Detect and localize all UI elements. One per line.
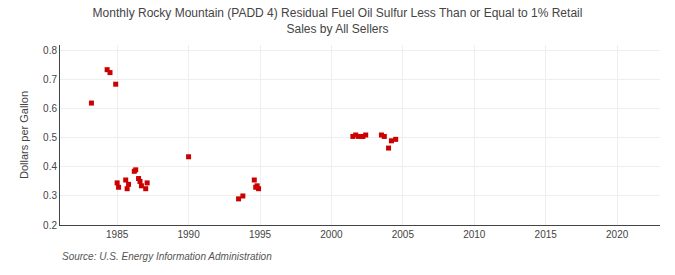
svg-text:2010: 2010 (463, 229, 486, 240)
svg-text:0.2: 0.2 (43, 220, 57, 231)
svg-text:Monthly Rocky Mountain (PADD 4: Monthly Rocky Mountain (PADD 4) Residual… (93, 6, 583, 36)
svg-text:2005: 2005 (392, 229, 415, 240)
svg-text:0.8: 0.8 (43, 45, 57, 56)
svg-text:Source: U.S. Energy Informatio: Source: U.S. Energy Information Administ… (62, 251, 272, 262)
svg-text:Dollars per Gallon: Dollars per Gallon (18, 91, 30, 179)
svg-text:1990: 1990 (177, 229, 200, 240)
svg-text:2015: 2015 (535, 229, 558, 240)
svg-text:1985: 1985 (106, 229, 129, 240)
svg-text:2000: 2000 (320, 229, 343, 240)
svg-text:0.4: 0.4 (43, 161, 57, 172)
svg-text:0.3: 0.3 (43, 190, 57, 201)
svg-text:2020: 2020 (606, 229, 629, 240)
svg-text:0.6: 0.6 (43, 103, 57, 114)
svg-text:0.7: 0.7 (43, 74, 57, 85)
svg-text:0.5: 0.5 (43, 132, 57, 143)
svg-text:1995: 1995 (249, 229, 272, 240)
